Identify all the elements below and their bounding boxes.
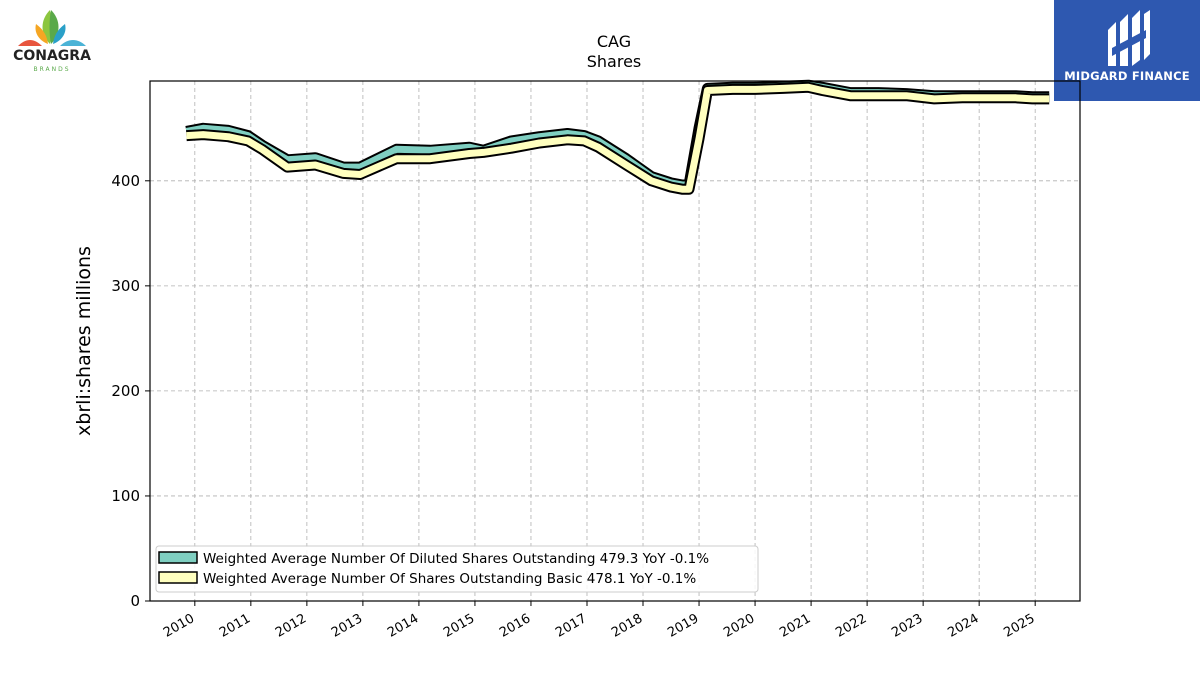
y-axis-label: xbrli:shares millions [73, 246, 95, 436]
x-tick-label: 2013 [329, 611, 365, 641]
x-tick-label: 2011 [217, 611, 253, 641]
legend: Weighted Average Number Of Diluted Share… [155, 545, 759, 593]
y-tick-label: 200 [111, 382, 140, 400]
x-tick-label: 2016 [497, 611, 533, 641]
x-tick-label: 2025 [1001, 611, 1037, 641]
x-tick-label: 2018 [609, 611, 645, 641]
conagra-leaf-icon [18, 10, 86, 46]
midgard-finance-logo: MIDGARD FINANCE [1054, 0, 1200, 101]
legend-label-2: Weighted Average Number Of Shares Outsta… [203, 571, 696, 587]
grid-lines [150, 81, 1080, 601]
legend-swatch-2 [158, 571, 198, 584]
legend-label-1: Weighted Average Number Of Diluted Share… [203, 551, 709, 567]
legend-box [155, 545, 759, 593]
conagra-wordmark: CONAGRA [13, 48, 91, 64]
midgard-emblem-icon [1108, 10, 1150, 66]
midgard-wordmark: MIDGARD FINANCE [1064, 69, 1190, 83]
conagra-brands-subtext: BRANDS [33, 66, 71, 73]
series-outline-2 [186, 81, 1050, 195]
x-tick-label: 2024 [945, 611, 981, 641]
x-tick-label: 2014 [385, 611, 421, 641]
x-tick-label: 2017 [553, 611, 589, 641]
y-tick-label: 300 [111, 277, 140, 295]
chart-subtitle: Shares [587, 52, 642, 71]
x-tick-label: 2010 [161, 611, 197, 641]
series-band-2 [186, 83, 1050, 193]
y-tick-label: 100 [111, 487, 140, 505]
x-tick-label: 2020 [721, 611, 757, 641]
x-tick-label: 2023 [889, 611, 925, 641]
x-tick-label: 2022 [833, 611, 869, 641]
x-tick-label: 2012 [273, 611, 309, 641]
x-tick-label: 2015 [441, 611, 477, 641]
y-tick-label: 0 [130, 592, 140, 610]
x-tick-label: 2021 [777, 611, 813, 641]
legend-swatch-1 [158, 551, 198, 564]
conagra-logo: CONAGRA BRANDS [4, 4, 100, 76]
chart-title: CAG [597, 32, 631, 51]
plot-frame [149, 80, 1081, 602]
x-tick-label: 2019 [665, 611, 701, 641]
y-tick-label: 400 [111, 172, 140, 190]
series-layer [185, 79, 1050, 195]
